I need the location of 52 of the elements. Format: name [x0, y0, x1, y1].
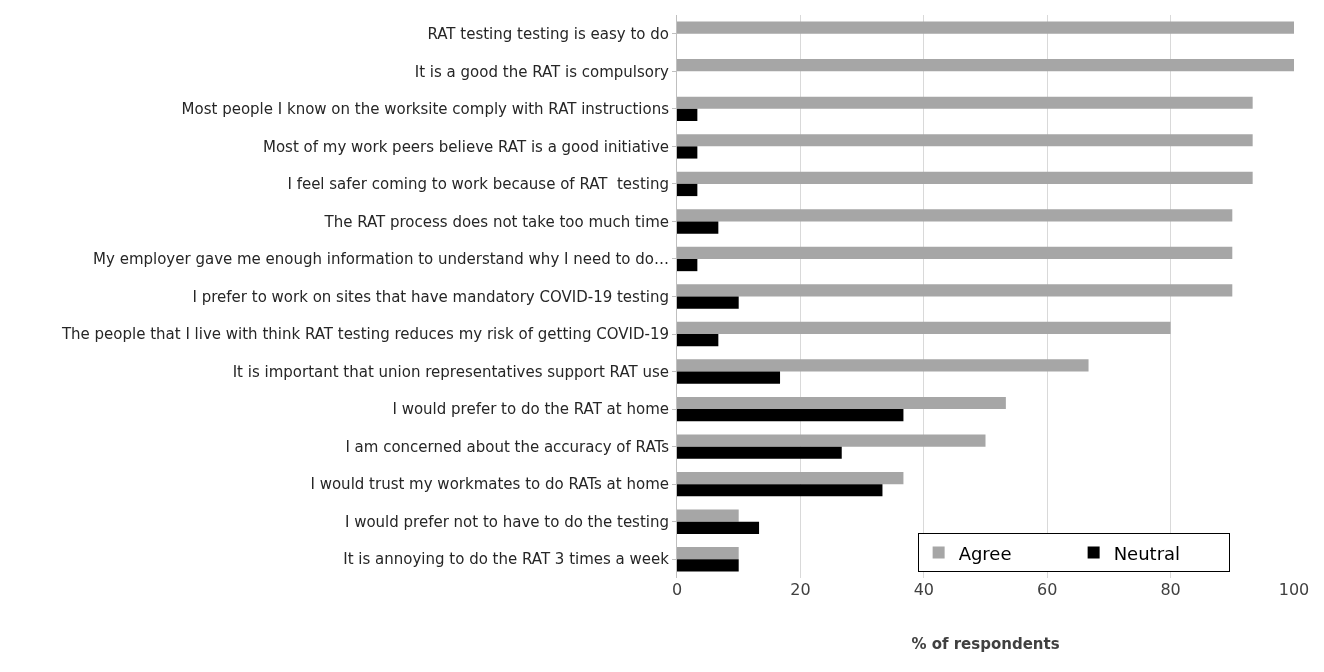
y-tick-label: The RAT process does not take too much time: [323, 212, 669, 231]
bar: [677, 258, 698, 272]
y-tick-label: I would prefer to do the RAT at home: [392, 400, 669, 419]
y-tick-label: It is annoying to do the RAT 3 times a week: [343, 550, 670, 569]
bar: [677, 96, 1253, 109]
bar: [677, 146, 698, 159]
x-tick-label: 0: [671, 580, 683, 599]
bar: [677, 471, 904, 485]
bar: [677, 21, 1294, 34]
bar: [677, 183, 698, 197]
bar: [677, 359, 1089, 372]
y-tick-label: Most people I know on the worksite comply with RAT instructions: [181, 100, 670, 119]
bar: [677, 221, 719, 234]
bar: [677, 547, 739, 560]
bar: [677, 59, 1294, 72]
x-tick-label: 60: [1037, 580, 1058, 599]
y-tick-label: I prefer to work on sites that have mandatory COVID-19 testing: [192, 287, 669, 306]
y-tick-label: I would prefer not to have to do the testing: [344, 512, 669, 531]
x-tick-label: 80: [1160, 580, 1181, 599]
bar: [677, 209, 1233, 222]
x-tick-label: 40: [913, 580, 934, 599]
y-tick-label: I am concerned about the accuracy of RATs: [345, 437, 670, 456]
bar: [677, 171, 1253, 184]
bar: [677, 284, 1233, 297]
legend-label: Neutral: [1113, 542, 1181, 564]
bar: [677, 396, 1006, 410]
bar: [677, 509, 739, 522]
x-tick-label: 20: [790, 580, 811, 599]
y-tick-label: Most of my work peers believe RAT is a good initiative: [262, 137, 669, 156]
legend-label: Agree: [958, 542, 1012, 564]
bar: [677, 446, 842, 459]
bar: [677, 409, 904, 422]
x-axis-title: % of respondents: [911, 635, 1060, 653]
bar: [677, 334, 719, 347]
bar: [677, 321, 1171, 335]
x-tick-label: 100: [1278, 580, 1310, 599]
bar: [677, 296, 739, 309]
bar: [677, 521, 760, 534]
y-tick-label: My employer gave me enough information to understand why I need to do…: [93, 250, 669, 269]
bar: [677, 134, 1253, 147]
bar: [677, 108, 698, 122]
bar: [677, 371, 781, 384]
y-tick-label: I feel safer coming to work because of RAT testing: [287, 175, 669, 194]
y-tick-label: The people that I live with think RAT testing reduces my risk of getting COVID-19: [60, 325, 669, 344]
y-tick-label: I would trust my workmates to do RATs at home: [310, 475, 669, 494]
y-tick-label: RAT testing testing is easy to do: [427, 25, 669, 44]
y-tick-label: It is important that union representatives support RAT use: [232, 362, 669, 381]
bar: [677, 559, 739, 572]
bar: [677, 246, 1233, 259]
y-tick-label: It is a good the RAT is compulsory: [414, 62, 670, 81]
bar: [677, 484, 883, 497]
bar: [677, 434, 986, 447]
